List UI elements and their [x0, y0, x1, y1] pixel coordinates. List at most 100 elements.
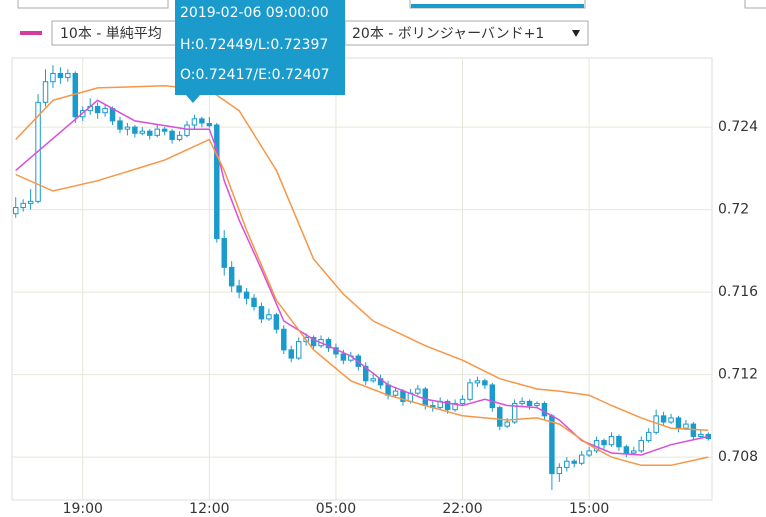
candle-body: [422, 388, 429, 407]
candle-body: [452, 402, 458, 411]
candle-body: [20, 202, 26, 209]
candle-body: [325, 339, 332, 349]
candle-body: [497, 407, 503, 427]
candle-body: [214, 124, 220, 239]
candle-body: [124, 126, 131, 130]
y-tick-label: 0.716: [718, 284, 758, 300]
candle-body: [288, 349, 294, 359]
candle-body: [556, 466, 563, 475]
candle-body: [578, 454, 585, 464]
candle-body: [154, 128, 160, 136]
tooltip: 2019-02-06 09:00:00 H:0.72449/L:0.72397 …: [175, 0, 345, 103]
candle-body: [549, 415, 555, 475]
tab[interactable]: [744, 0, 766, 9]
candle-body: [541, 402, 548, 417]
candle-body: [27, 200, 34, 204]
candle-body: [534, 402, 540, 407]
tooltip-text: O:0.72417/E:0.72407: [180, 67, 330, 83]
candle-body: [295, 341, 302, 359]
candle-body: [281, 328, 287, 351]
candle-body: [385, 384, 391, 396]
candle-body: [117, 120, 123, 130]
candle-body: [258, 306, 265, 320]
x-tick-label: 19:00: [63, 501, 103, 517]
x-tick-label: 05:00: [316, 501, 356, 517]
candle-body: [147, 130, 153, 136]
candle-body: [161, 128, 168, 132]
plot-area: 0.708 0.712 0.716 0.72 0.724 19:00 12:00 05:00 2…: [12, 58, 758, 517]
legend-label: 10本 - 単純平均: [60, 26, 162, 42]
candle-body: [102, 108, 108, 114]
candle-body: [526, 400, 533, 407]
tab[interactable]: [17, 0, 169, 9]
candle-body: [631, 450, 637, 454]
candle-body: [206, 123, 213, 127]
candle-body: [169, 130, 175, 140]
candle-body: [184, 124, 190, 136]
candle-body: [511, 402, 518, 423]
x-tick-label: 15:00: [569, 501, 609, 517]
candle-body: [586, 450, 592, 456]
plot-frame: [11, 57, 713, 501]
candle-body: [467, 382, 473, 400]
x-tick-label: 12:00: [189, 501, 229, 517]
candle-body: [489, 384, 496, 409]
candle-body: [459, 398, 466, 404]
candle-body: [616, 435, 622, 448]
candle-body: [251, 297, 257, 308]
tooltip-text: H:0.72449/L:0.72397: [180, 37, 328, 53]
candle-body: [474, 380, 481, 384]
candle-body: [645, 431, 652, 442]
candle-body: [139, 130, 146, 134]
candle-body: [132, 126, 138, 134]
candle-body: [94, 105, 101, 114]
y-tick-label: 0.724: [718, 119, 758, 135]
candle-body: [310, 336, 317, 347]
candle-body: [191, 118, 198, 126]
candle-body: [668, 417, 674, 423]
candle-body: [236, 285, 242, 293]
candle-body: [444, 400, 451, 411]
candle-body: [608, 435, 615, 446]
candle-body: [266, 314, 272, 320]
y-tick-label: 0.72: [718, 202, 749, 218]
candle-body: [392, 390, 399, 396]
candle-body: [176, 134, 183, 140]
candle-body: [504, 421, 510, 427]
candle-body: [362, 365, 369, 382]
y-tick-label: 0.708: [718, 449, 758, 465]
candle-body: [660, 415, 667, 423]
candle-body: [12, 207, 19, 215]
candle-body: [228, 266, 235, 287]
candle-body: [57, 72, 64, 79]
candle-body: [50, 72, 56, 83]
candle-body: [109, 108, 116, 122]
candle-body: [415, 388, 421, 394]
tooltip-pointer: [186, 95, 200, 103]
candle-body: [601, 440, 607, 446]
indicator-line: [15, 85, 709, 432]
candle-body: [273, 314, 280, 330]
x-tick-label: 22:00: [442, 501, 482, 517]
tooltip-box: [175, 0, 345, 95]
candle-body: [571, 460, 577, 464]
candle-body: [482, 380, 488, 386]
candle-body: [42, 81, 49, 103]
candle-body: [564, 460, 570, 468]
tooltip-text: 2019-02-06 09:00:00: [180, 5, 329, 21]
candle-body: [638, 440, 644, 452]
candle-body: [623, 446, 630, 454]
candle-body: [243, 291, 250, 299]
dropdown-arrow: [572, 30, 580, 37]
candle-body: [683, 423, 689, 429]
tab-highlight: [411, 4, 584, 8]
y-tick-label: 0.712: [718, 367, 758, 383]
indicator-line: [15, 138, 709, 467]
candle-body: [370, 378, 376, 382]
candle-body: [698, 433, 704, 437]
candle-body: [519, 400, 525, 404]
candle-body: [221, 237, 227, 268]
candle-body: [340, 353, 347, 361]
